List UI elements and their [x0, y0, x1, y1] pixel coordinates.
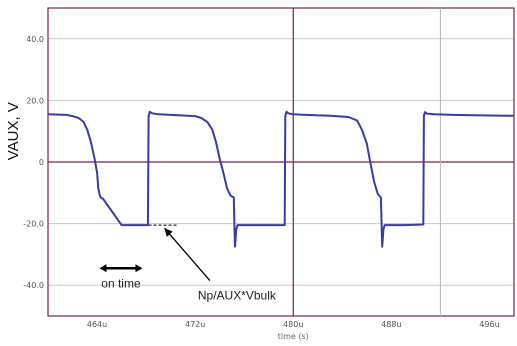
series-line-vaux-0: [47, 110, 515, 248]
x-tick-label-0: 464u: [87, 320, 107, 329]
grid-lines: [48, 38, 514, 286]
on-time-arrowhead-right: [135, 264, 143, 273]
y-tick-label-4: -40.0: [23, 281, 44, 290]
x-tick-label-2: 480u: [283, 320, 303, 329]
on-time-arrowhead-left: [99, 264, 107, 273]
flyback-arrow: [164, 227, 211, 282]
reference-lines: [48, 8, 514, 316]
on-time-label: on time: [101, 276, 141, 290]
y-tick-label-3: -20.0: [23, 220, 44, 229]
x-axis-label: time (s): [278, 332, 309, 341]
series-layer: [47, 110, 515, 248]
y-tick-label-2: 0: [39, 158, 44, 167]
y-tick-label-0: 40.0: [26, 35, 44, 44]
annotations: on time Np/AUX*Vbulk: [99, 224, 277, 303]
x-tick-label-3: 488u: [381, 320, 401, 329]
flyback-arrowhead: [164, 228, 173, 237]
x-tick-label-4: 496u: [479, 320, 499, 329]
x-tick-label-1: 472u: [185, 320, 205, 329]
axis-ticks: 40.0 20.0 0 -20.0 -40.0 464u 472u 480u 488u 496u: [23, 35, 499, 329]
y-tick-label-1: 20.0: [26, 96, 44, 105]
y-axis-label: VAUX, V: [5, 102, 22, 160]
flyback-label: Np/AUX*Vbulk: [198, 289, 277, 303]
